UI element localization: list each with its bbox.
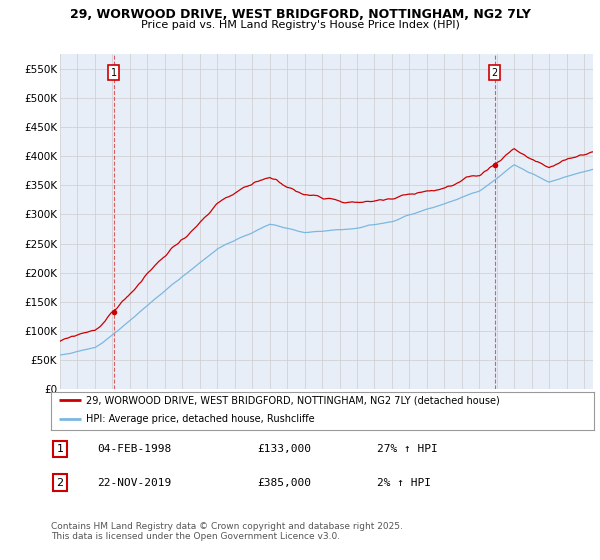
Text: £385,000: £385,000 bbox=[257, 478, 311, 488]
Text: 2: 2 bbox=[56, 478, 64, 488]
Text: 1: 1 bbox=[111, 68, 117, 78]
Text: Price paid vs. HM Land Registry's House Price Index (HPI): Price paid vs. HM Land Registry's House … bbox=[140, 20, 460, 30]
Text: 04-FEB-1998: 04-FEB-1998 bbox=[97, 444, 172, 454]
Text: 29, WORWOOD DRIVE, WEST BRIDGFORD, NOTTINGHAM, NG2 7LY: 29, WORWOOD DRIVE, WEST BRIDGFORD, NOTTI… bbox=[70, 8, 530, 21]
Text: 2% ↑ HPI: 2% ↑ HPI bbox=[377, 478, 431, 488]
Text: 27% ↑ HPI: 27% ↑ HPI bbox=[377, 444, 437, 454]
Text: 29, WORWOOD DRIVE, WEST BRIDGFORD, NOTTINGHAM, NG2 7LY (detached house): 29, WORWOOD DRIVE, WEST BRIDGFORD, NOTTI… bbox=[86, 395, 500, 405]
Text: HPI: Average price, detached house, Rushcliffe: HPI: Average price, detached house, Rush… bbox=[86, 414, 315, 424]
Text: 1: 1 bbox=[56, 444, 64, 454]
Text: Contains HM Land Registry data © Crown copyright and database right 2025.
This d: Contains HM Land Registry data © Crown c… bbox=[51, 522, 403, 542]
Text: £133,000: £133,000 bbox=[257, 444, 311, 454]
Text: 2: 2 bbox=[491, 68, 498, 78]
Text: 22-NOV-2019: 22-NOV-2019 bbox=[97, 478, 172, 488]
